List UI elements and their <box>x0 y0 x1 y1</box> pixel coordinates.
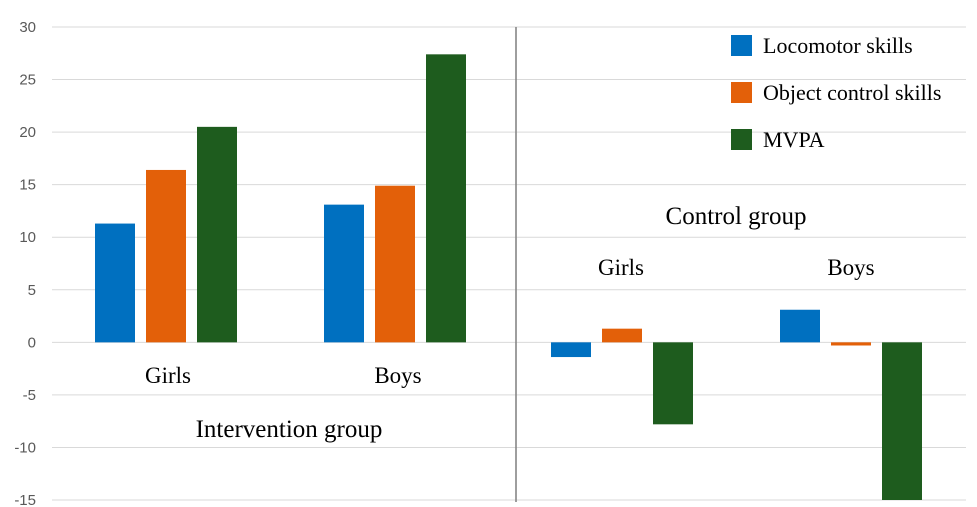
legend-label: MVPA <box>763 127 825 152</box>
bar-control-boys-object-control-skills <box>831 342 871 346</box>
bar-intervention-girls-mvpa <box>197 126 237 343</box>
group-labels: Intervention group Control group <box>196 203 807 443</box>
bar-intervention-boys-locomotor-skills <box>324 204 364 343</box>
legend-label: Object control skills <box>763 80 941 105</box>
category-label: Boys <box>374 363 421 388</box>
legend-swatch <box>731 82 752 103</box>
y-tick-label: 20 <box>19 124 36 141</box>
bar-intervention-boys-object-control-skills <box>375 185 415 343</box>
bar-intervention-girls-object-control-skills <box>146 169 186 343</box>
y-tick-label: -5 <box>23 387 36 404</box>
bar-control-girls-object-control-skills <box>602 328 642 343</box>
y-tick-label: -10 <box>14 439 36 456</box>
y-tick-label: -15 <box>14 492 36 507</box>
y-tick-label: 15 <box>19 177 36 194</box>
y-tick-label: 10 <box>19 229 36 246</box>
y-tick-label: 0 <box>28 334 36 351</box>
bar-control-boys-locomotor-skills <box>780 309 820 343</box>
bar-intervention-boys-mvpa <box>426 54 466 343</box>
group-label: Control group <box>666 203 807 230</box>
category-label: Boys <box>827 255 874 280</box>
group-label: Intervention group <box>196 416 383 443</box>
y-axis-ticks: -15 -10 -5 0 5 10 15 20 25 30 <box>14 19 36 507</box>
y-tick-label: 25 <box>19 72 36 89</box>
bar-control-girls-locomotor-skills <box>551 342 591 358</box>
legend: Locomotor skills Object control skills MVP… <box>731 33 941 152</box>
bar-control-girls-mvpa <box>653 342 693 425</box>
bar-control-boys-mvpa <box>882 342 922 500</box>
y-tick-label: 5 <box>28 282 36 299</box>
y-tick-label: 30 <box>19 19 36 36</box>
bar-intervention-girls-locomotor-skills <box>95 223 135 343</box>
legend-swatch <box>731 35 752 56</box>
legend-swatch <box>731 129 752 150</box>
category-label: Girls <box>145 363 191 388</box>
category-label: Girls <box>598 255 644 280</box>
category-labels: Girls Boys Girls Boys <box>145 255 875 388</box>
bars <box>95 54 922 500</box>
legend-label: Locomotor skills <box>763 33 913 58</box>
